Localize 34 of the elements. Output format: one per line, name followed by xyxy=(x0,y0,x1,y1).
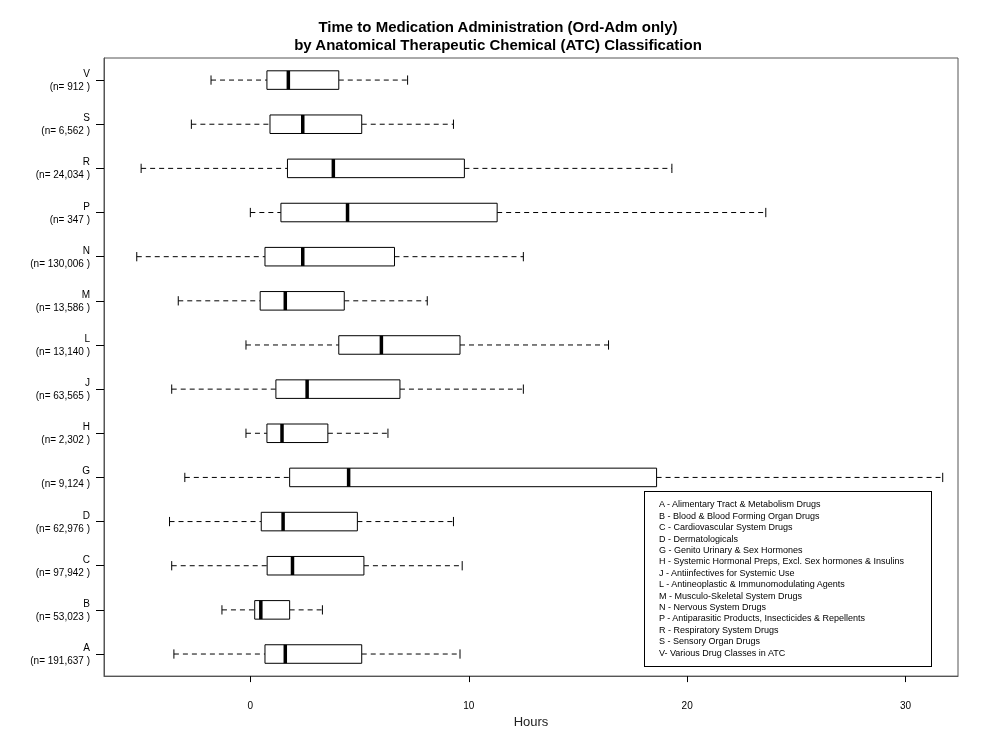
x-tick-label: 0 xyxy=(247,699,254,711)
y-tick-label: G (n= 9,124 ) xyxy=(41,465,91,490)
x-axis-title: Hours xyxy=(513,714,549,729)
annotation: H - Systemic Hormonal Preps, Excl. Sex hormones & Insulins xyxy=(659,556,906,568)
y-tick-label: V (n= 912 ) xyxy=(49,68,91,93)
annotation: P - Antiparasitic Products, Insecticides & Repellents xyxy=(659,613,866,625)
y-tick-label: R (n= 24,034 ) xyxy=(35,156,90,181)
y-tick-label: P (n= 347 ) xyxy=(49,200,91,225)
y-tick-label: N (n= 130,006 ) xyxy=(30,244,90,269)
y-tick-label: S (n= 6,562 ) xyxy=(41,112,91,137)
y-tick-label: L (n= 13,140 ) xyxy=(35,332,91,357)
y-tick-label: H (n= 2,302 ) xyxy=(41,421,90,446)
annotation: J - Antiinfectives for Systemic Use xyxy=(659,567,796,580)
y-tick-label: D (n= 62,976 ) xyxy=(35,509,90,534)
x-tick-label: 30 xyxy=(900,699,912,711)
annotation: A - Alimentary Tract & Metabolism Drugs xyxy=(659,499,822,511)
annotation: B - Blood & Blood Forming Organ Drugs xyxy=(659,510,821,523)
annotation: N - Nervous System Drugs xyxy=(659,601,768,614)
annotation: V- Various Drug Classes in ATC xyxy=(659,647,787,659)
annotation: L - Antineoplastic & Immunomodulating Agents xyxy=(659,579,846,591)
y-tick-label: B (n= 53,023 ) xyxy=(35,597,91,622)
y-tick-label: J (n= 63,565 ) xyxy=(35,377,90,402)
annotation: D - Dermatologicals xyxy=(659,533,740,545)
chart-title: Time to Medication Administration (Ord-Adm only) by Anatomical Therapeutic Chemical (ATC) Classification xyxy=(294,17,702,53)
x-tick-label: 20 xyxy=(681,699,694,711)
annotation: G - Genito Urinary & Sex Hormones xyxy=(659,544,804,557)
x-tick-label: 10 xyxy=(463,699,475,711)
y-tick-label: M (n= 13,586 ) xyxy=(35,288,90,313)
annotation: R - Respiratory System Drugs xyxy=(659,624,780,637)
annotation: M - Musculo-Skeletal System Drugs xyxy=(659,590,804,602)
annotation: S - Sensory Organ Drugs xyxy=(659,636,762,648)
annotation: C - Cardiovascular System Drugs xyxy=(659,522,794,534)
y-tick-label: A (n= 191,637 ) xyxy=(30,642,91,667)
y-tick-label: C (n= 97,942 ) xyxy=(35,553,90,578)
